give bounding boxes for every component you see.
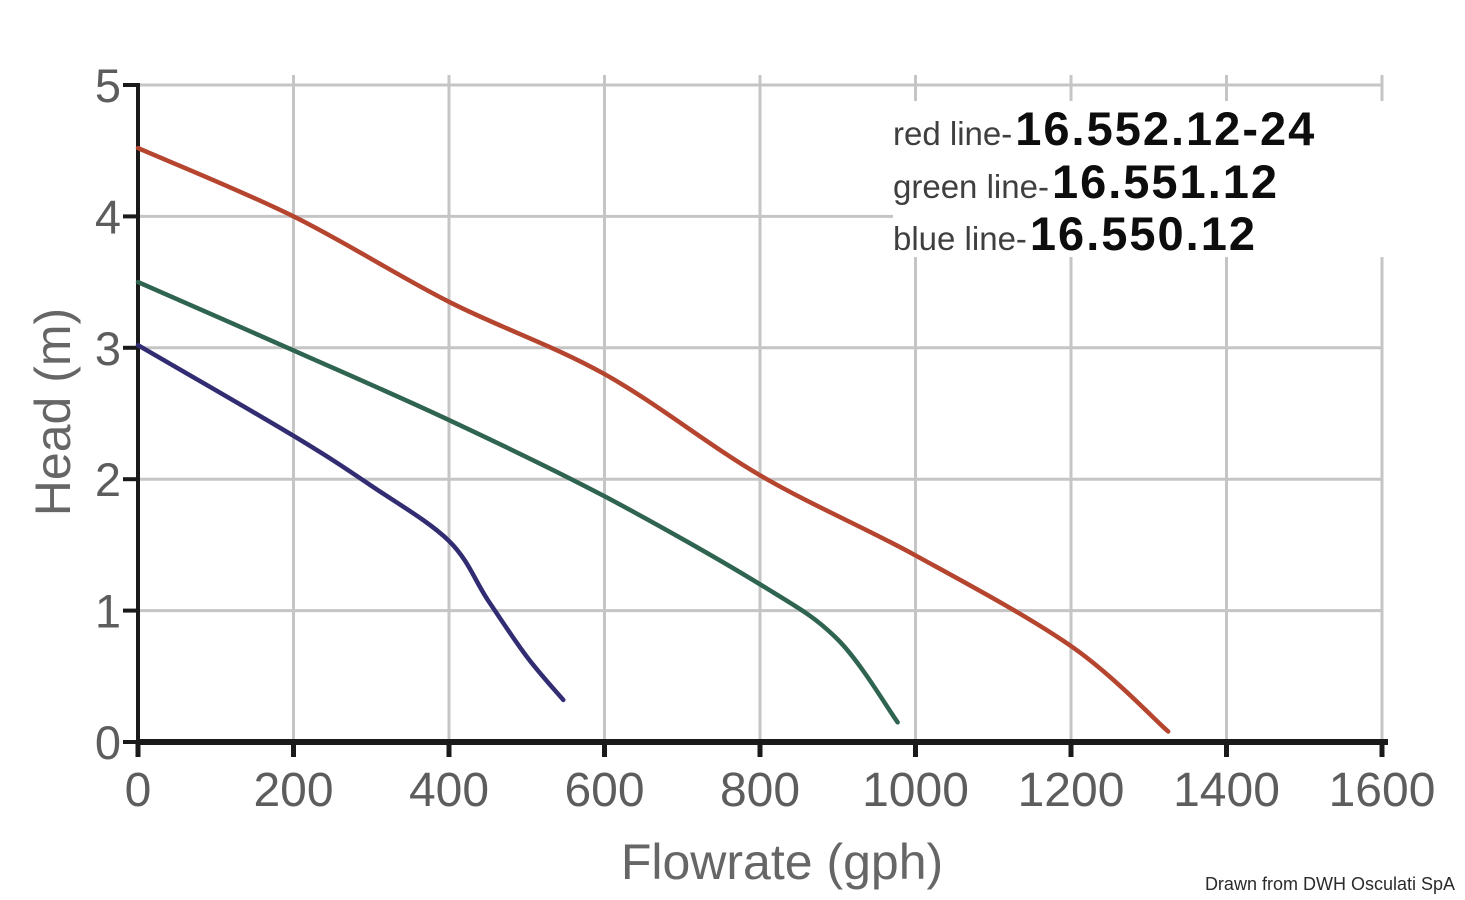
- legend-label-blue-line: blue line-: [893, 220, 1027, 257]
- x-tick-label: 800: [720, 764, 800, 817]
- x-tick-label: 400: [409, 764, 489, 817]
- y-tick-label: 1: [95, 585, 121, 638]
- legend-model-green: 16.551.12: [1051, 154, 1280, 208]
- tick-labels: 0 200 400 600 800 1000 1200 1400 1600 0 1 2 3 4 5: [95, 59, 1436, 817]
- x-tick-label: 1000: [862, 764, 969, 817]
- ticks: [123, 83, 1385, 757]
- legend-model-blue: 16.550.12: [1029, 207, 1258, 260]
- x-tick-label: 1400: [1173, 764, 1280, 817]
- curve-16.551.12: [135, 279, 900, 725]
- legend-label-red-line: red line-: [893, 115, 1013, 152]
- y-axis-title: Head (m): [25, 307, 81, 517]
- x-tick-label: 1200: [1018, 764, 1125, 817]
- legend-label-green-line: green line-: [893, 167, 1049, 205]
- y-tick-label: 0: [95, 716, 121, 769]
- x-tick-label: 600: [564, 764, 644, 817]
- legend-row-blue: blue line- 16.550.12: [893, 206, 1415, 260]
- x-tick-label: 1600: [1329, 764, 1436, 817]
- curve-16.552.12-24: [135, 145, 1171, 734]
- legend-row-red: red line- 16.552.12-24: [893, 101, 1415, 155]
- legend: red line- 16.552.12-24 green line- 16.55…: [893, 101, 1415, 260]
- x-tick-label: 0: [125, 764, 152, 817]
- credit-text: Drawn from DWH Osculati SpA: [1204, 874, 1455, 894]
- x-tick-label: 200: [253, 764, 333, 817]
- legend-row-green: green line- 16.551.12: [893, 154, 1415, 208]
- curve-16.550.12: [135, 342, 566, 703]
- x-axis-title: Flowrate (gph): [620, 834, 944, 890]
- y-tick-label: 2: [95, 453, 121, 506]
- y-tick-label: 3: [95, 322, 121, 375]
- legend-model-red: 16.552.12-24: [1015, 102, 1317, 155]
- curves: [135, 145, 1171, 734]
- y-tick-label: 5: [95, 59, 121, 112]
- y-tick-label: 4: [95, 190, 121, 243]
